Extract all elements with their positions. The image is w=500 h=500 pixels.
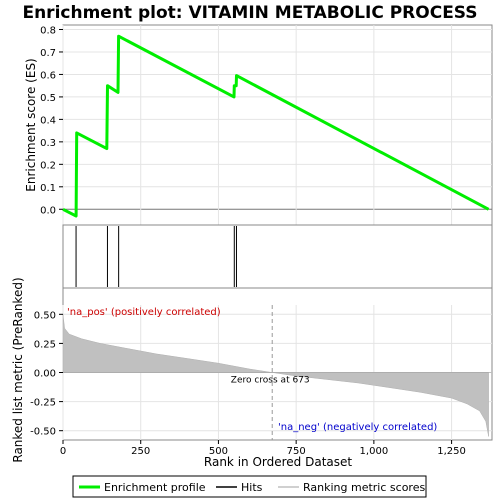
bottom-y-tick-label: 0.50 [34,310,56,321]
bottom-y-tick-label: 0.25 [34,339,56,350]
x-tick-label: 1,000 [360,446,389,457]
bottom-y-tick-label: -0.25 [30,398,56,409]
legend-label-metric: Ranking metric scores [303,481,425,494]
x-tick-label: 1,250 [437,446,466,457]
x-axis-label: Rank in Ordered Dataset [204,455,352,469]
zero-cross-label: Zero cross at 673 [231,376,310,386]
legend-label-hits: Hits [241,481,263,494]
hits-panel [63,225,492,288]
top-y-tick-label: 0.2 [40,160,56,171]
positive-correlation-label: 'na_pos' (positively correlated) [67,307,221,318]
legend-label-enrichment: Enrichment profile [104,481,206,494]
top-y-tick-label: 0.0 [40,205,56,216]
legend: Enrichment profile Hits Ranking metric sco… [73,476,426,497]
top-y-tick-label: 0.5 [40,93,56,104]
top-y-tick-label: 0.3 [40,138,56,149]
top-y-tick-label: 0.4 [40,115,56,126]
top-y-tick-label: 0.6 [40,70,56,81]
top-y-tick-label: 0.8 [40,25,56,36]
x-tick-label: 250 [131,446,150,457]
bottom-y-axis-label: Ranked list metric (PreRanked) [11,277,25,462]
chart-title: Enrichment plot: VITAMIN METABOLIC PROCE… [22,3,477,23]
top-y-tick-label: 0.1 [40,183,56,194]
bottom-y-tick-label: -0.50 [30,427,56,438]
top-y-tick-label: 0.7 [40,48,56,59]
enrichment-score-panel: 0.0 0.1 0.2 0.3 0.4 0.5 0.6 0.7 0.8 Enrichment s… [24,25,492,225]
bottom-y-tick-label: 0.00 [34,369,56,380]
x-tick-label: 0 [60,446,66,457]
top-y-axis-label: Enrichment score (ES) [24,58,38,191]
ranked-metric-panel: -0.50-0.250.000.250.50 0 250 500 750 1,000 1,… [11,277,492,469]
negative-correlation-label: 'na_neg' (negatively correlated) [278,422,437,433]
